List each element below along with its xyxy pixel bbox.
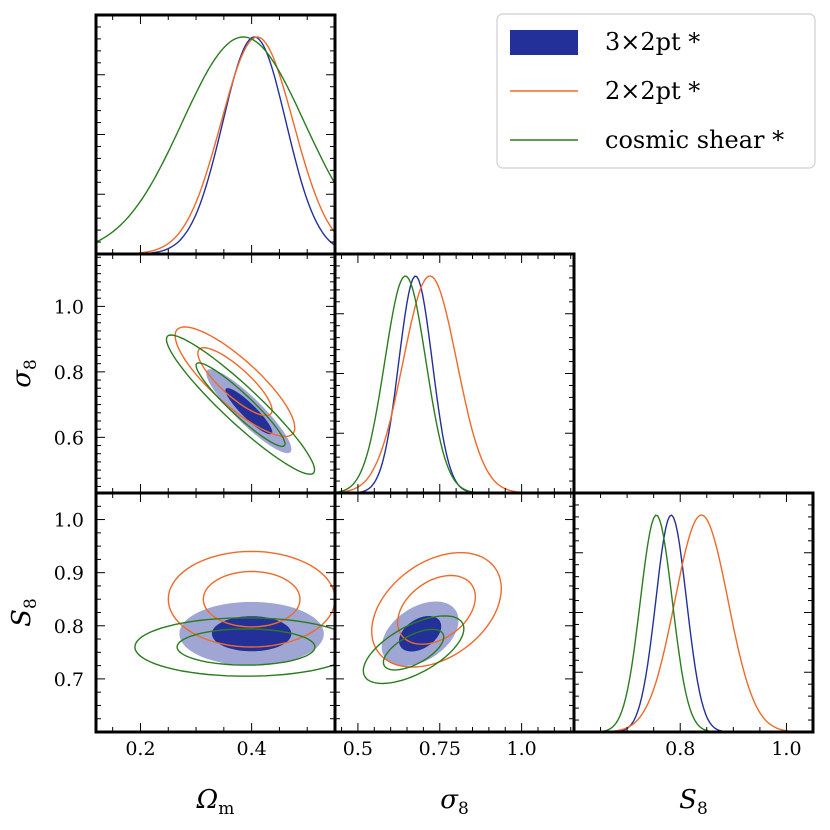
panel-diag-sigma_8	[335, 275, 574, 493]
y-axis-label-S_8: S8	[7, 598, 41, 627]
x-tick-label: 1.0	[771, 738, 801, 760]
panel-frame	[333, 252, 576, 495]
contour-outer-cosmic shear *	[362, 615, 465, 685]
contour-outer-2×2pt *	[174, 326, 296, 438]
marginal-2×2pt *	[335, 275, 574, 493]
legend: 3×2pt * 2×2pt * cosmic shear *	[496, 13, 816, 169]
marginal-2×2pt *	[574, 514, 813, 732]
contour-outer-cosmic shear *	[134, 617, 335, 677]
panel-diag-omega_m	[96, 36, 335, 254]
legend-label: 2×2pt *	[605, 77, 700, 105]
panel-frame	[572, 491, 815, 734]
marginal-2×2pt *	[96, 36, 335, 254]
panel-diag-S_8	[574, 514, 813, 732]
legend-swatch	[510, 30, 578, 55]
x-tick-label: 0.2	[125, 738, 155, 760]
x-axis-label-sigma_8: σ8	[440, 785, 469, 819]
y-tick-label: 0.7	[54, 669, 84, 691]
panels: 0.2 0.4 Ωm 0.5 0.75 1.0 σ8 0.8 1.0 S8 0.6 0.8 1.0 σ8 0…	[7, 13, 815, 819]
y-tick-label: 0.6	[54, 427, 84, 449]
marginal-cosmic shear *	[96, 36, 335, 243]
marginal-3×2pt *	[335, 275, 574, 493]
y-axis-label-sigma_8: σ8	[7, 359, 41, 388]
contour-outer-2×2pt *	[370, 552, 503, 668]
x-tick-label: 0.75	[419, 738, 461, 760]
ticks-2-2	[573, 493, 813, 732]
contour-inner-cosmic shear *	[176, 628, 316, 666]
contour-inner-2×2pt *	[396, 574, 477, 645]
y-tick-label: 0.8	[54, 616, 84, 638]
marginal-cosmic shear *	[574, 514, 813, 732]
contour-outer-2×2pt *	[167, 550, 335, 648]
legend-label: 3×2pt *	[605, 28, 700, 56]
panel-omega_m__sigma_8	[96, 254, 335, 493]
y-tick-label: 0.9	[54, 563, 84, 585]
ticks-1-1	[335, 254, 574, 493]
contour-inner-cosmic shear *	[195, 362, 286, 448]
contour-inner-2×2pt *	[202, 570, 301, 628]
y-tick-label: 0.8	[54, 362, 84, 384]
contour-inner-cosmic shear *	[382, 628, 445, 671]
contour-inner-2×2pt *	[197, 346, 273, 417]
x-tick-label: 0.8	[665, 738, 695, 760]
panel-omega_m__S_8	[96, 493, 335, 732]
y-tick-label: 1.0	[54, 296, 84, 318]
marginal-cosmic shear *	[335, 275, 574, 493]
x-tick-label: 0.4	[237, 738, 267, 760]
contour-inner-3×2pt *	[225, 388, 273, 435]
marginal-3×2pt *	[574, 514, 813, 732]
x-tick-label: 1.0	[507, 738, 537, 760]
x-axis-label-S_8: S8	[679, 785, 708, 819]
panel-frame	[94, 13, 337, 256]
panel-sigma_8__S_8	[335, 493, 574, 732]
x-tick-label: 0.5	[343, 738, 373, 760]
ticks-0-0	[96, 15, 336, 254]
y-tick-label: 1.0	[54, 510, 84, 532]
x-axis-label-omega_m: Ωm	[196, 785, 235, 819]
contour-outer-cosmic shear *	[165, 334, 316, 475]
legend-label: cosmic shear *	[605, 126, 784, 154]
